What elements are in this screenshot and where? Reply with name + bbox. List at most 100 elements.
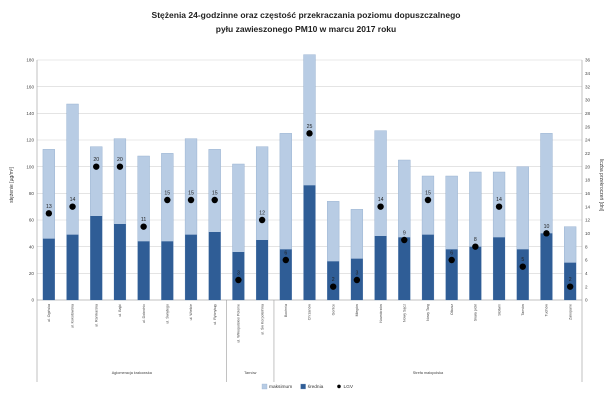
lgv-data-label: 9 [403,231,406,237]
bar-srednia [540,233,553,300]
x-category-label: Chrzanów [308,304,312,321]
lgv-data-label: 2 [332,277,335,283]
y2-tick-label: 20 [585,164,591,169]
y-tick-label: 180 [26,58,34,63]
bar-srednia [90,216,103,300]
y2-tick-label: 18 [585,178,591,183]
x-category-label: Nowokrzów [379,304,383,323]
lgv-data-label: 11 [141,217,146,223]
y2-tick-label: 16 [585,191,591,196]
lgv-point [140,223,147,230]
lgv-data-label: 3 [355,271,358,277]
y2-tick-label: 2 [585,284,588,289]
lgv-data-label: 5 [521,257,524,263]
y-tick-label: 20 [29,271,35,276]
y2-tick-label: 0 [585,298,588,303]
x-category-label: ul. Rybnykąy [213,304,217,325]
x-category-label: Gorlice [331,304,335,315]
lgv-data-label: 14 [496,197,502,203]
y-tick-label: 60 [29,218,35,223]
y2-tick-label: 14 [585,204,591,209]
group-label: Strefa małopolska [413,371,444,375]
bar-srednia [137,241,150,300]
x-category-label: ul. Bajki [118,304,122,317]
bar-srednia [564,262,577,300]
legend-label: LGV [344,384,354,390]
lgv-data-label: 14 [378,197,384,203]
y2-tick-label: 12 [585,218,591,223]
lgv-data-label: 20 [93,157,99,163]
y2-tick-label: 34 [585,71,591,76]
lgv-point [519,263,526,270]
lgv-point [282,256,290,264]
x-category-label: Tuchów [545,304,549,317]
lgv-point [45,210,53,217]
lgv-point [164,196,171,204]
y-tick-label: 0 [31,298,34,303]
y2-tick-label: 36 [585,58,591,63]
chart-title-line-2: pyłu zawieszonego PM10 w marcu 2017 roku [216,24,396,34]
bar-srednia [303,185,316,300]
y2-tick-label: 10 [585,231,591,236]
y2-tick-label: 6 [585,258,588,263]
bar-srednia [114,224,126,300]
lgv-data-label: 3 [237,271,240,277]
lgv-data-label: 2 [569,277,572,283]
lgv-point [401,236,408,244]
legend: maksimum średnia LGV [261,383,354,390]
y2-tick-label: 8 [585,244,588,249]
y2-tick-label: 24 [585,138,591,143]
bar-srednia [42,238,55,300]
y-tick-label: 100 [26,164,34,169]
x-category-label: Bochnia [284,304,288,317]
x-category-label: Nowy Targ [426,304,430,321]
lgv-data-label: 6 [450,251,453,257]
x-category-label: ul. Kokotowska [71,304,75,328]
bar-srednia [493,237,505,300]
x-category-label: ul. Św Korpotelnika [259,304,264,335]
lgv-point [566,283,574,290]
x-category-label: Miegów [355,304,359,317]
lgv-point [211,196,218,204]
legend-label: średnia [308,384,324,390]
bar-srednia [398,237,411,300]
chart-title-line-1: Stężenia 24-godzinne oraz częstość przek… [152,10,461,20]
bar-srednia [445,249,458,300]
bar-srednia [516,249,529,300]
y2-axis-label: liczba przekroczeń [dni] [598,159,604,212]
x-category-label: Stotwin [497,304,501,316]
y-tick-label: 140 [26,111,34,116]
y2-tick-label: 26 [585,124,591,129]
y-tick-label: 40 [29,244,35,249]
bar-srednia [469,246,482,300]
bar-srednia [327,261,340,300]
lgv-data-label: 6 [284,251,287,257]
y-tick-label: 160 [26,84,34,89]
lgv-point [543,230,550,237]
bar-srednia [256,240,269,300]
y2-tick-label: 32 [585,84,591,89]
bar-srednia [279,249,292,300]
lgv-point [93,163,100,170]
bar-srednia [185,234,197,300]
x-category-label: ul. Świętego [165,304,170,324]
x-category-label: ul. Wielkie [189,304,193,320]
lgv-point [448,256,455,264]
lgv-point [187,196,195,204]
lgv-point [377,203,384,210]
x-category-label: Zakopane [568,304,572,320]
lgv-point [329,283,337,290]
lgv-data-label: 10 [544,224,550,230]
legend-label: maksimum [269,384,292,390]
lgv-point [472,243,479,250]
lgv-data-label: 13 [46,204,52,210]
lgv-data-label: 15 [188,191,194,197]
bar-srednia [66,234,79,300]
y2-tick-label: 30 [585,98,591,103]
lgv-point [258,216,266,224]
lgv-data-label: 15 [425,191,431,197]
x-category-label: Tarnów [521,304,525,316]
group-label: Aglomeracja krakowska [112,371,153,375]
bar-srednia [208,232,221,300]
lgv-point [306,130,313,137]
